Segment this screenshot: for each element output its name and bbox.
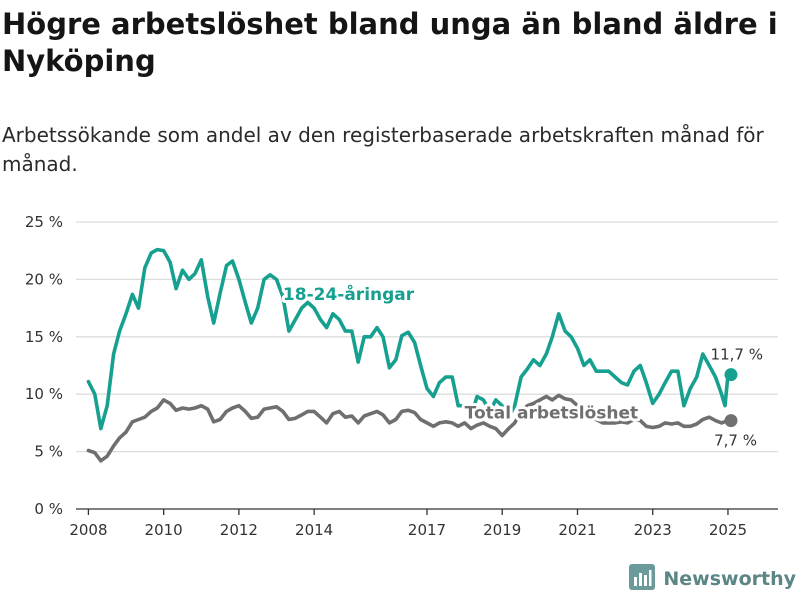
bar-chart-logo-icon <box>629 564 656 594</box>
end-marker <box>724 414 738 428</box>
y-tick-label: 15 % <box>25 328 63 346</box>
x-tick-label: 2014 <box>295 521 333 539</box>
chart-subtitle: Arbetssökande som andel av den registerb… <box>2 123 764 176</box>
x-tick-label: 2023 <box>634 521 672 539</box>
series-lines <box>86 247 733 463</box>
y-tick-label: 25 % <box>25 213 63 231</box>
series-line-youth <box>86 247 733 431</box>
series-line-total <box>86 393 733 463</box>
y-tick-label: 20 % <box>25 270 63 288</box>
series-labels: 18-24-åringar Total arbetslöshet <box>280 280 641 426</box>
x-tick-label: 2008 <box>69 521 107 539</box>
x-axis-ticks: 2008 2010 2012 2014 2017 2019 2021 2023 2025 <box>69 509 747 539</box>
end-value-label: 11,7 % <box>711 346 763 364</box>
x-tick-label: 2010 <box>145 521 183 539</box>
y-tick-label: 0 % <box>34 500 63 518</box>
chart-title: Högre arbetslöshet bland unga än bland ä… <box>2 7 778 78</box>
series-label: 18-24-åringar <box>283 283 415 305</box>
x-tick-label: 2025 <box>709 521 747 539</box>
brand-name: Newsworthy <box>663 568 796 590</box>
end-markers: 11,7 % 7,7 % <box>711 346 763 450</box>
brand-logo: Newsworthy <box>629 564 796 594</box>
x-tick-label: 2021 <box>558 521 596 539</box>
series-label: Total arbetslöshet <box>465 403 639 423</box>
gridlines <box>76 221 778 453</box>
x-tick-label: 2017 <box>408 521 446 539</box>
y-axis-ticks: 0 % 5 % 10 % 15 % 20 % 25 % <box>25 213 63 518</box>
end-value-label: 7,7 % <box>714 432 757 450</box>
end-marker <box>724 368 738 382</box>
x-tick-label: 2012 <box>220 521 258 539</box>
x-tick-label: 2019 <box>483 521 521 539</box>
y-tick-label: 10 % <box>25 385 63 403</box>
y-tick-label: 5 % <box>34 443 63 461</box>
